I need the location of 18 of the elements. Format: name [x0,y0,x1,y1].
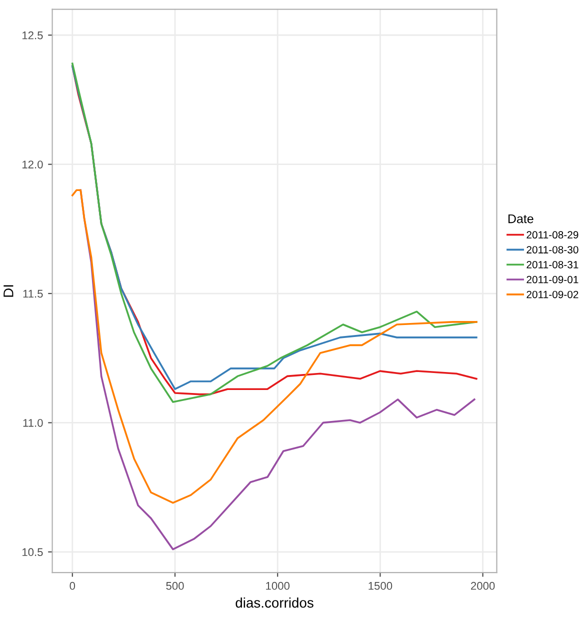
y-tick-label: 12.5 [22,31,43,40]
x-tick-label: 1000 [266,582,290,590]
legend-label: 2011-09-01 [526,276,578,284]
x-tick-label: 1500 [368,582,392,590]
legend-label: 2011-08-29 [526,231,578,239]
y-tick-label: 11.5 [23,290,43,298]
y-tick-label: 10.5 [22,548,43,556]
x-tick-label: 0 [70,582,76,590]
y-axis-title: DI [4,285,14,297]
legend-label: 2011-09-02 [526,290,578,298]
x-tick-label: 2000 [471,582,495,590]
legend-label: 2011-08-31 [526,260,578,268]
x-axis-title: dias.corridos [236,598,314,608]
legend-title: Date [508,214,534,224]
x-tick-label: 500 [166,582,184,590]
legend-label: 2011-08-30 [526,246,578,254]
y-tick-label: 11.0 [23,418,43,427]
y-tick-label: 12.0 [22,160,43,168]
